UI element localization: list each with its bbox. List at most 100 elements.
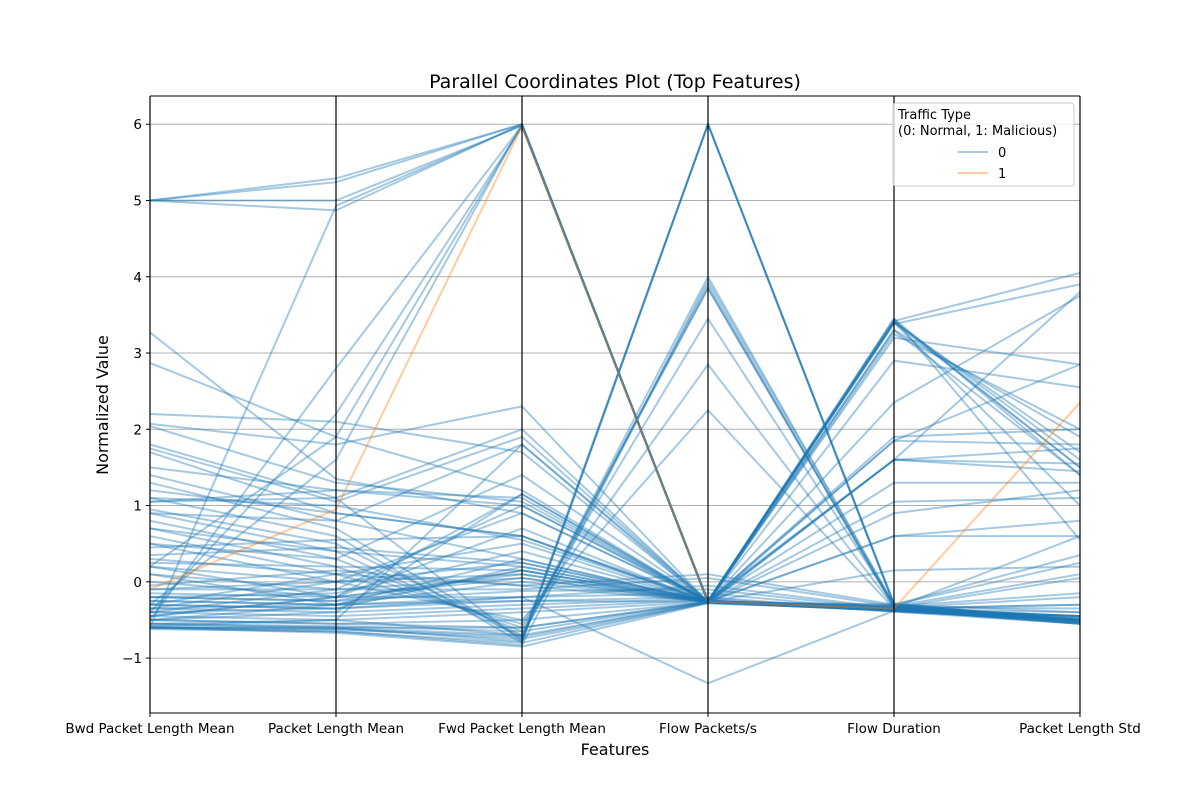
axes-layer [149, 95, 1081, 714]
series-0-line-23 [149, 282, 1081, 639]
series-0-line-40 [149, 599, 1081, 625]
series-0-line-51 [149, 328, 1081, 618]
series-0-line-53 [149, 317, 1081, 610]
data-layer [149, 121, 1081, 685]
series-0-line-29 [149, 481, 1080, 602]
series-0-line-43 [149, 601, 1081, 629]
y-tick-label-5: 4 [133, 270, 142, 286]
y-tick-label-6: 5 [133, 193, 142, 209]
series-0-line-69 [149, 492, 1081, 621]
x-tick-label-3: Flow Packets/s [659, 721, 757, 737]
series-1-line-0 [149, 124, 1081, 610]
series-0-line-3 [149, 122, 1081, 624]
series-0-line-2 [150, 124, 1081, 625]
series-0-line-33 [149, 554, 1081, 606]
legend: Traffic Type (0: Normal, 1: Malicious) 0… [892, 102, 1075, 187]
series-0-line-4 [149, 123, 1081, 629]
series-0-line-17 [149, 428, 1081, 603]
series-0-line-11 [149, 328, 1081, 604]
series-0-line-55 [149, 439, 1081, 610]
y-tick-label-2: 1 [133, 499, 142, 515]
series-0-line-19 [149, 121, 1081, 641]
series-0-line-39 [149, 597, 1081, 623]
series-0-line-44 [149, 602, 1081, 641]
series-0-line-77 [149, 321, 1081, 633]
x-tick-label-4: Flow Duration [847, 721, 941, 737]
series-0-line-59 [149, 596, 1081, 685]
series-0-line-56 [149, 458, 1081, 606]
series-0-line-52 [149, 332, 1081, 614]
series-0-line-76 [149, 363, 1081, 638]
series-0-line-18 [149, 443, 1081, 605]
series-0-line-68 [149, 443, 1081, 628]
series-0-line-60 [149, 492, 1081, 618]
series-0-line-24 [149, 286, 1081, 633]
series-0-line-65 [149, 496, 1081, 610]
series-0-line-25 [149, 316, 1081, 629]
series-0-line-50 [149, 319, 1081, 621]
legend-label-1: 1 [998, 167, 1006, 182]
series-0-line-49 [149, 286, 1081, 637]
legend-title-line1: Traffic Type [897, 108, 971, 123]
series-0-line-26 [149, 362, 1081, 625]
series-0-line-15 [149, 336, 1081, 604]
x-tick-label-0: Bwd Packet Length Mean [65, 721, 234, 737]
series-0-line-12 [149, 271, 1081, 605]
series-0-line-32 [149, 565, 1081, 606]
y-tick-label-1: 0 [133, 575, 142, 591]
legend-box [892, 102, 1075, 187]
series-0-line-28 [149, 458, 1081, 602]
series-0-line-5 [149, 123, 1081, 621]
chart-title: Parallel Coordinates Plot (Top Features) [429, 71, 801, 93]
x-tick-label-2: Fwd Packet Length Mean [438, 721, 606, 737]
series-0-line-41 [149, 600, 1081, 624]
series-0-line-35 [149, 584, 1081, 610]
series-0-line-34 [150, 576, 1081, 608]
x-tick-label-1: Packet Length Mean [268, 721, 404, 737]
series-0-line-1 [149, 122, 1081, 621]
series-0-line-73 [149, 489, 1081, 621]
series-0-line-71 [149, 550, 1081, 610]
series-0-line-57 [149, 489, 1081, 604]
grid-layer [150, 123, 1080, 659]
series-0-line-46 [149, 602, 1081, 648]
series-0-line-45 [149, 601, 1081, 644]
y-tick-label-0: −1 [122, 651, 142, 667]
series-0-line-64 [149, 473, 1081, 614]
x-tick-label-5: Packet Length Std [1019, 721, 1141, 737]
series-0-line-42 [149, 601, 1081, 625]
y-tick-label-3: 2 [133, 422, 142, 438]
series-0-line-31 [149, 535, 1080, 603]
series-0-line-37 [149, 592, 1081, 618]
ticks-layer: −1 0 1 2 3 4 5 6 Bwd Packet Length Mean Packet Le… [65, 117, 1141, 737]
series-0-line-67 [149, 527, 1081, 620]
series-0-line-13 [149, 283, 1081, 603]
series-0-line-47 [150, 121, 1081, 643]
series-0-line-8 [149, 123, 1081, 621]
series-0-line-48 [149, 278, 1081, 647]
series-0-line-10 [149, 320, 1081, 604]
series-0-line-36 [149, 588, 1081, 614]
series-0-line-75 [149, 291, 1081, 637]
series-0-line-22 [149, 274, 1081, 637]
series-0-line-70 [149, 527, 1081, 621]
series-0-line-6 [149, 124, 1081, 621]
series-0-line-54 [149, 321, 1081, 606]
y-axis-label: Normalized Value [93, 335, 112, 475]
series-0-line-30 [149, 496, 1081, 603]
series-0-line-74 [149, 489, 1081, 609]
series-0-line-58 [149, 519, 1081, 610]
series-0-line-78 [149, 319, 1081, 629]
series-0-line-72 [149, 561, 1081, 609]
series-0-line-21 [149, 121, 1081, 643]
series-0-line-14 [149, 294, 1081, 604]
series-0-line-38 [149, 596, 1081, 621]
x-axis-label: Features [581, 740, 650, 759]
series-0-line-16 [149, 359, 1081, 604]
series-0-line-20 [149, 121, 1081, 645]
y-tick-label-4: 3 [133, 346, 142, 362]
series-0-line-61 [149, 504, 1081, 609]
series-0-line-62 [149, 512, 1081, 608]
